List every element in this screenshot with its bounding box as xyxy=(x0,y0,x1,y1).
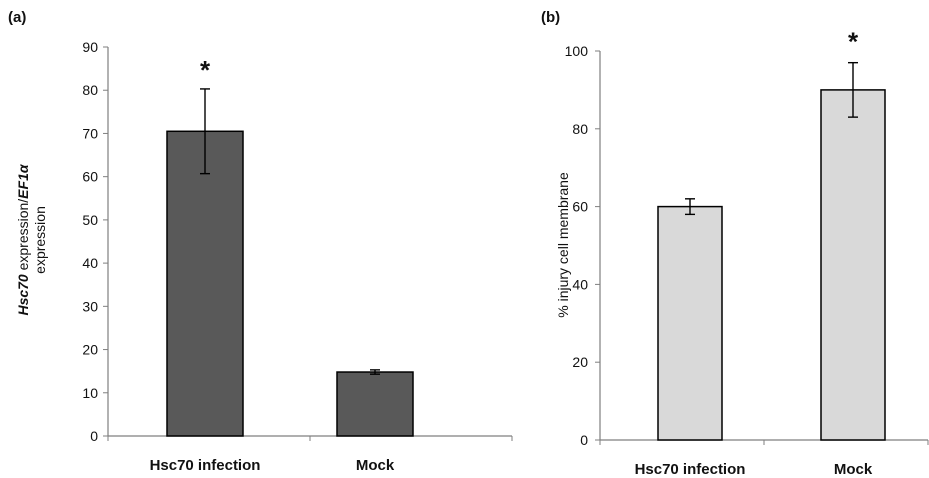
panel-b-y-tick-label: 40 xyxy=(572,276,588,292)
panel-a-bar xyxy=(166,130,244,437)
panel-a-y-tick-label: 40 xyxy=(82,255,98,271)
panel-a-y-axis-title-line1: Hsc70 expression/EF1α xyxy=(15,163,31,315)
panel-a-chart: (a) Hsc70 expression/EF1α expression 0 10… xyxy=(8,9,513,474)
panel-b-significance-marker: * xyxy=(848,27,859,57)
panel-b-y-axis-title: % injury cell membrane xyxy=(555,172,571,318)
panel-a-y-axis-title-line2: expression xyxy=(32,206,48,274)
panel-b-category-label: Mock xyxy=(834,461,873,478)
panel-a-category-label: Mock xyxy=(356,457,395,474)
panel-b-y-tick-label: 100 xyxy=(565,43,589,59)
panel-a-bar xyxy=(336,371,414,437)
panel-b-category-label: Hsc70 infection xyxy=(635,461,746,478)
panel-a-y-tick-label: 50 xyxy=(82,212,98,228)
panel-a-y-tick-label: 90 xyxy=(82,39,98,55)
panel-a-y-tick-label: 20 xyxy=(82,342,98,358)
panel-a-y-axis-title-part: Hsc70 xyxy=(15,274,31,315)
panel-b-y-tick-label: 20 xyxy=(572,354,588,370)
panel-b-y-tick-label: 0 xyxy=(580,432,588,448)
panel-a-significance-marker: * xyxy=(200,55,211,85)
panel-a-y-tick-label: 80 xyxy=(82,82,98,98)
panel-a-y-axis-title: Hsc70 expression/EF1α expression xyxy=(15,163,48,315)
panel-b-chart: (b) % injury cell membrane 0 20 40 60 80 100 H… xyxy=(541,9,929,478)
panel-b-y-tick-label: 80 xyxy=(572,121,588,137)
panel-b-bar xyxy=(820,89,886,441)
panel-a-y-axis-title-part: EF1α xyxy=(15,163,31,199)
panel-a-y-tick-label: 70 xyxy=(82,125,98,141)
panel-a-y-tick-label: 10 xyxy=(82,385,98,401)
panel-a-label: (a) xyxy=(8,9,26,26)
panel-a-y-axis-title-part: expression/ xyxy=(15,199,31,275)
panel-b-y-tick-label: 60 xyxy=(572,199,588,215)
panel-a-y-tick-label: 60 xyxy=(82,169,98,185)
panel-b-bar xyxy=(657,205,723,441)
panel-a-y-tick-label: 0 xyxy=(90,428,98,444)
panel-a-category-label: Hsc70 infection xyxy=(150,457,261,474)
panel-a-y-tick-label: 30 xyxy=(82,298,98,314)
panel-b-label: (b) xyxy=(541,9,560,26)
